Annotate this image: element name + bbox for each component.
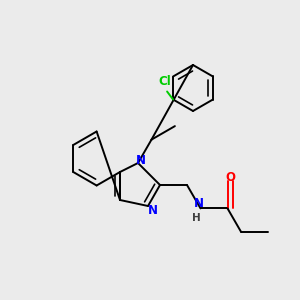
Text: Cl: Cl (159, 75, 172, 88)
Text: N: N (194, 197, 203, 210)
Text: O: O (226, 171, 236, 184)
Text: N: N (148, 205, 158, 218)
Text: H: H (192, 213, 201, 224)
Text: N: N (136, 154, 146, 166)
